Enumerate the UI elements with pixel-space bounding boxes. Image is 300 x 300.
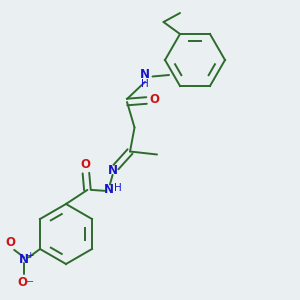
Text: +: +: [26, 250, 34, 260]
Text: H: H: [113, 183, 121, 194]
Text: O: O: [18, 276, 28, 290]
Text: N: N: [103, 183, 113, 196]
Text: O: O: [80, 158, 90, 171]
Text: N: N: [140, 68, 150, 82]
Text: N: N: [19, 253, 29, 266]
Text: O: O: [6, 236, 16, 250]
Text: −: −: [26, 277, 34, 287]
Text: H: H: [141, 79, 149, 89]
Text: N: N: [108, 164, 118, 178]
Text: O: O: [149, 93, 159, 106]
